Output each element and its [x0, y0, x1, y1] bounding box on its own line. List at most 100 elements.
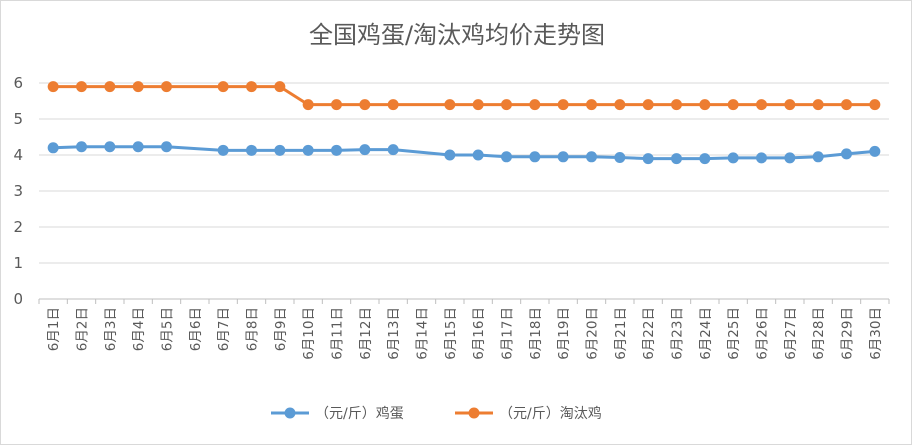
legend-marker-1 — [284, 407, 296, 419]
data-point — [727, 99, 739, 111]
x-tick-label: 6月12日 — [358, 307, 374, 360]
x-tick-label: 6月7日 — [216, 307, 232, 351]
data-point — [104, 81, 116, 93]
y-tick-label: 4 — [13, 146, 23, 164]
data-point — [671, 153, 682, 165]
x-tick-label: 6月2日 — [75, 307, 91, 351]
y-tick-label: 5 — [13, 110, 23, 128]
gridlines — [39, 82, 889, 264]
data-point — [76, 81, 87, 93]
x-tick-label: 6月10日 — [301, 307, 317, 360]
data-point — [501, 99, 512, 111]
data-point — [784, 99, 796, 111]
legend: （元/斤）鸡蛋 （元/斤）淘汰鸡 — [271, 405, 602, 422]
x-tick-label: 6月30日 — [868, 307, 884, 360]
data-point — [302, 99, 314, 111]
chart-title: 全国鸡蛋/淘汰鸡均价走势图 — [309, 21, 605, 49]
data-point — [557, 99, 569, 111]
data-point — [217, 81, 229, 93]
data-point — [671, 99, 682, 111]
data-point — [812, 99, 824, 111]
data-point — [274, 144, 286, 156]
x-tick-label: 6月1日 — [46, 307, 62, 351]
data-point — [586, 151, 597, 163]
data-point — [47, 81, 59, 93]
x-tick-label: 6月21日 — [613, 307, 629, 360]
data-point — [812, 151, 824, 163]
data-point — [756, 99, 767, 111]
data-point — [642, 153, 654, 165]
data-point — [472, 99, 484, 111]
data-point — [161, 81, 172, 93]
data-point — [246, 144, 257, 156]
data-point — [444, 99, 456, 111]
data-point — [246, 81, 257, 93]
data-point — [331, 144, 342, 156]
data-point — [869, 145, 881, 157]
x-tick-label: 6月25日 — [726, 307, 742, 360]
legend-label-2: （元/斤）淘汰鸡 — [499, 405, 602, 422]
data-point — [302, 144, 314, 156]
x-tick-label: 6月22日 — [641, 307, 657, 360]
y-tick-label: 1 — [13, 254, 23, 272]
x-axis — [38, 298, 890, 304]
data-point — [217, 144, 229, 156]
data-point — [557, 151, 569, 163]
x-tick-label: 6月4日 — [131, 307, 147, 351]
y-axis: 0 1 2 3 4 5 6 — [13, 74, 23, 308]
x-tick-label: 6月26日 — [755, 307, 771, 360]
data-point — [161, 141, 172, 153]
series-layer — [47, 81, 881, 165]
x-tick-label: 6月19日 — [556, 307, 572, 360]
data-point — [331, 99, 342, 111]
x-tick-label: 6月18日 — [528, 307, 544, 360]
y-tick-label: 2 — [13, 218, 23, 236]
data-point — [104, 141, 116, 153]
x-tick-label: 6月16日 — [471, 307, 487, 360]
data-point — [387, 99, 399, 111]
x-tick-labels: 6月1日 6月2日 6月3日 6月4日 6月5日 6月6日 6月7日 6月8日 6月9日 6月10… — [46, 307, 884, 360]
data-point — [274, 81, 286, 93]
data-point — [444, 149, 456, 161]
data-point — [642, 99, 654, 111]
data-point — [727, 152, 739, 164]
data-point — [76, 141, 87, 153]
x-tick-label: 6月14日 — [415, 307, 431, 360]
data-point — [699, 153, 711, 165]
data-point — [784, 152, 796, 164]
data-point — [387, 144, 399, 156]
x-tick-label: 6月23日 — [670, 307, 686, 360]
x-tick-label: 6月6日 — [188, 307, 204, 351]
data-point — [359, 144, 371, 156]
x-tick-label: 6月27日 — [783, 307, 799, 360]
data-point — [529, 99, 541, 111]
data-point — [869, 99, 881, 111]
data-point — [841, 148, 852, 160]
x-tick-label: 6月8日 — [245, 307, 261, 351]
data-point — [47, 142, 59, 154]
x-tick-label: 6月15日 — [443, 307, 459, 360]
x-tick-label: 6月9日 — [273, 307, 289, 351]
x-tick-label: 6月17日 — [500, 307, 516, 360]
y-tick-label: 6 — [13, 74, 23, 92]
x-tick-label: 6月11日 — [330, 307, 346, 360]
y-tick-label: 0 — [13, 290, 23, 308]
x-tick-label: 6月24日 — [698, 307, 714, 360]
x-tick-label: 6月3日 — [103, 307, 119, 351]
x-tick-label: 6月29日 — [840, 307, 856, 360]
data-point — [132, 141, 144, 153]
data-point — [699, 99, 711, 111]
y-tick-label: 3 — [13, 182, 23, 200]
x-tick-label: 6月20日 — [585, 307, 601, 360]
data-point — [841, 99, 852, 111]
series-line-2 — [53, 85, 875, 107]
x-tick-label: 6月5日 — [160, 307, 176, 351]
data-point — [472, 149, 484, 161]
series-line-1 — [53, 145, 875, 161]
data-point — [529, 151, 541, 163]
data-point — [756, 152, 767, 164]
data-point — [586, 99, 597, 111]
data-point — [501, 151, 512, 163]
